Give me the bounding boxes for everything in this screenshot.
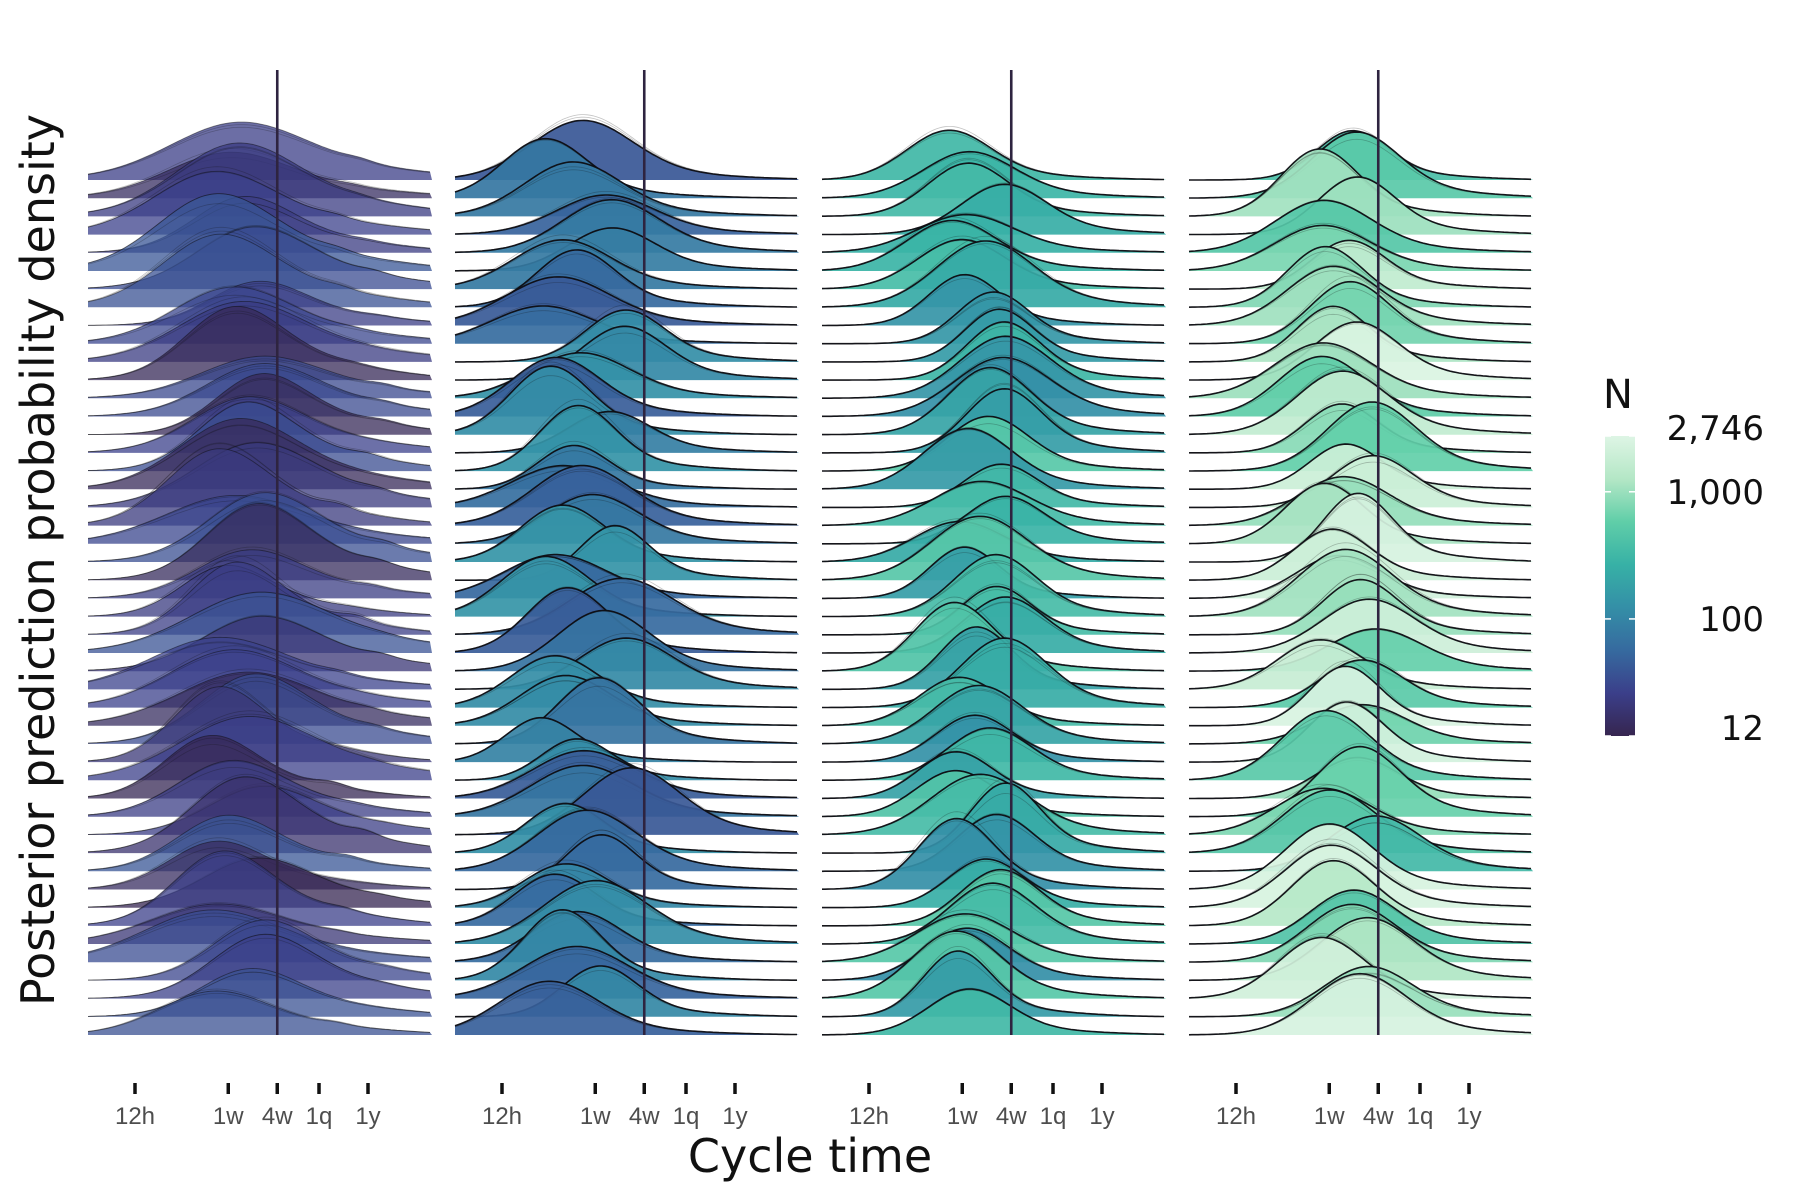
x-tick-label: 4w [262,1103,293,1130]
ridge [821,748,1166,800]
ridge [821,812,1166,873]
ridge [454,716,799,763]
ridge [822,811,1166,890]
ridge [1189,743,1533,818]
x-tick-label: 1y [1456,1103,1481,1130]
ridge [822,727,1166,781]
color-legend: N 2,746 1,000 100 12 [1603,372,1764,749]
panel-4 [1188,70,1533,1036]
panels [87,70,1533,1036]
x-tick-label: 1w [1314,1103,1345,1130]
ridge [87,442,432,526]
x-tick-label: 1y [355,1103,380,1130]
ridge [822,882,1166,945]
ridge [821,427,1166,490]
x-axis-panel-1: 12h 1w 4w 1q 1y [115,1083,381,1130]
x-tick-label: 4w [1363,1103,1394,1130]
y-axis-title: Posterior prediction probability density [11,114,65,1006]
ridge [1188,709,1533,781]
ridge [455,829,799,891]
ridge [454,161,799,217]
ridge [454,980,799,1036]
x-tick-label: 12h [849,1103,889,1130]
ridge [454,464,799,526]
x-tick-label: 1y [1089,1103,1114,1130]
legend-label: 100 [1699,600,1764,640]
ridge [1188,199,1533,253]
panel-3 [821,70,1166,1036]
ridge [821,512,1166,581]
ridge [1188,916,1533,982]
legend-label: 12 [1721,709,1764,749]
x-tick-label: 1w [947,1103,978,1130]
x-tick-label: 12h [115,1103,155,1130]
x-tick-label: 1w [213,1103,244,1130]
x-tick-label: 4w [996,1103,1027,1130]
ridge [1189,175,1533,236]
ridge [1188,366,1533,436]
panel-2 [454,70,799,1036]
x-axes: 12h 1w 4w 1q 1y 12h 1w 4w 1q 1y 12h 1w 4w 1q 1y 12h 1w 4w… [115,1083,1482,1130]
ridge [821,235,1166,308]
ridge [1188,275,1533,345]
x-tick-label: 1q [1040,1103,1067,1130]
x-tick-label: 1q [673,1103,700,1130]
ridge [822,945,1166,1018]
ridge [821,928,1166,999]
x-axis-panel-3: 12h 1w 4w 1q 1y [849,1083,1115,1130]
ridge [822,637,1166,709]
legend-label: 2,746 [1667,409,1764,449]
ridge [1189,492,1533,563]
ridge [87,933,432,999]
panel-1 [87,70,432,1035]
x-axis-panel-2: 12h 1w 4w 1q 1y [482,1083,748,1130]
legend-title: N [1603,372,1633,418]
legend-ticks: 2,746 1,000 100 12 [1605,409,1764,749]
ridge [454,806,799,872]
ridge [1189,628,1533,672]
ridge [87,501,432,581]
ridge [1188,972,1533,1036]
ridge [821,684,1166,745]
ridge [1189,321,1533,381]
ridge [822,987,1166,1036]
x-axis-title: Cycle time [688,1129,932,1183]
x-tick-label: 12h [1216,1103,1256,1130]
ridge [821,126,1166,181]
ridge [822,553,1166,618]
ridge [454,398,799,472]
x-axis-panel-4: 12h 1w 4w 1q 1y [1216,1083,1482,1130]
ridge [1188,596,1533,654]
x-tick-label: 1q [306,1103,333,1130]
ridge [87,773,432,854]
ridge [87,305,432,381]
ridge [1189,239,1533,290]
ridge [822,596,1166,654]
x-tick-label: 1q [1407,1103,1434,1130]
ridge [454,763,799,836]
x-tick-label: 12h [482,1103,522,1130]
ridge [1188,130,1533,199]
ridge [87,988,432,1035]
x-tick-label: 1w [580,1103,611,1130]
ridge [87,226,432,308]
ridge [822,182,1166,236]
legend-label: 1,000 [1667,473,1764,513]
ridge [1189,401,1533,472]
ridge [454,197,799,254]
x-tick-label: 4w [629,1103,660,1130]
legend-colorbar [1605,436,1635,736]
ridge [1189,660,1533,727]
ridge [87,850,432,926]
x-tick-label: 1y [722,1103,747,1130]
